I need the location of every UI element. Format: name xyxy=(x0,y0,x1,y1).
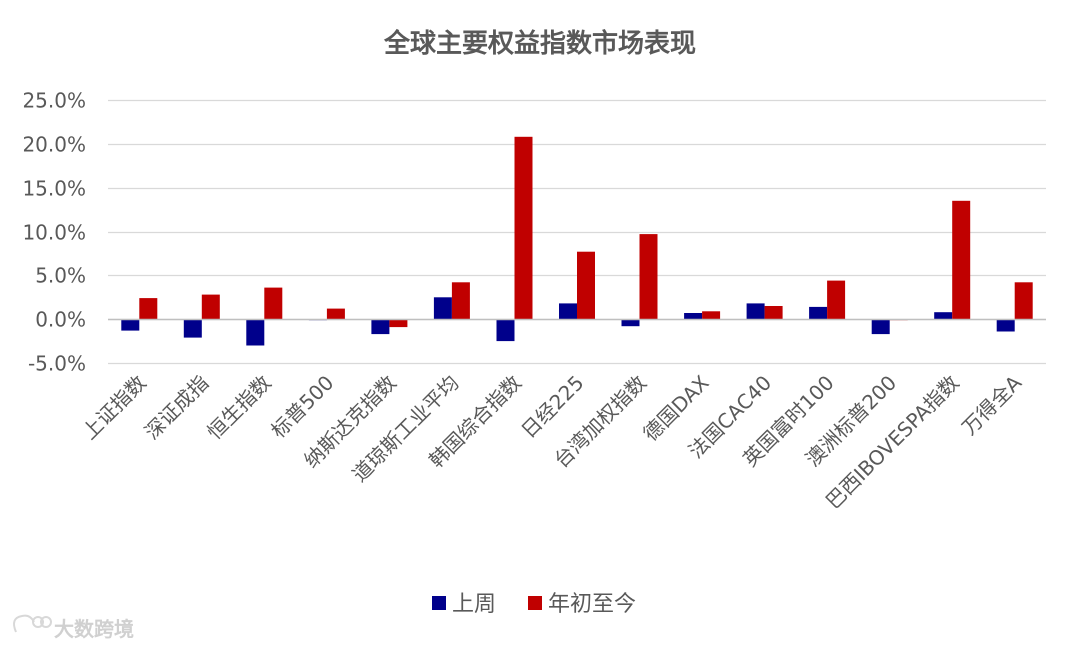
legend-swatch xyxy=(432,596,446,610)
x-tick-label: 上证指数 xyxy=(77,371,151,445)
bar-last-week xyxy=(934,312,953,320)
bar-last-week xyxy=(246,319,265,346)
y-tick-label: 15.0% xyxy=(22,177,86,201)
bar-last-week xyxy=(621,319,640,327)
bar-last-week xyxy=(433,297,452,320)
chart-title: 全球主要权益指数市场表现 xyxy=(383,28,696,59)
watermark-logo-icon xyxy=(13,614,52,633)
bar-last-week xyxy=(559,303,577,320)
bar-ytd xyxy=(827,280,846,320)
bar-ytd xyxy=(764,306,783,320)
x-tick-label: 深证成指 xyxy=(140,371,214,445)
y-tick-label: 20.0% xyxy=(22,133,86,157)
bar-ytd xyxy=(201,294,220,320)
bars xyxy=(121,136,1033,346)
x-tick-label: 恒生指数 xyxy=(202,371,276,445)
legend: 上周 年初至今 xyxy=(432,592,636,617)
legend-label: 年初至今 xyxy=(548,592,636,617)
bar-ytd xyxy=(389,319,408,328)
bar-ytd xyxy=(577,251,595,320)
bar-last-week xyxy=(121,319,140,331)
y-tick-label: 5.0% xyxy=(35,264,86,288)
bar-ytd xyxy=(514,136,533,320)
y-tick-label: 10.0% xyxy=(22,221,86,245)
watermark: 大数跨境 xyxy=(13,614,134,641)
watermark-text: 大数跨境 xyxy=(54,617,134,641)
bar-last-week xyxy=(996,319,1015,332)
bar-ytd xyxy=(264,287,283,320)
bar-last-week xyxy=(871,319,890,335)
x-axis: 上证指数深证成指恒生指数标普500纳斯达克指数道琼斯工业平均韩国综合指数日经22… xyxy=(77,318,1046,513)
bar-ytd xyxy=(139,298,158,320)
legend-label: 上周 xyxy=(452,592,496,617)
y-tick-label: 0.0% xyxy=(35,308,86,332)
y-tick-label: 25.0% xyxy=(22,89,86,113)
y-axis: -5.0% 0.0% 5.0% 10.0% 15.0% 20.0% 25.0% xyxy=(22,89,86,376)
bar-ytd xyxy=(326,308,345,320)
legend-swatch xyxy=(528,596,542,610)
bar-ytd xyxy=(639,234,658,320)
bar-ytd xyxy=(952,200,971,320)
x-tick-label: 道琼斯工业平均 xyxy=(347,371,463,487)
bar-ytd xyxy=(451,282,470,320)
bar-last-week xyxy=(496,319,515,342)
bar-last-week xyxy=(371,319,390,335)
bar-ytd xyxy=(702,311,721,320)
bar-last-week xyxy=(746,303,765,320)
bar-ytd xyxy=(1014,282,1033,320)
bar-last-week xyxy=(809,306,828,320)
x-tick-label: 万得全A xyxy=(957,370,1026,439)
bar-last-week xyxy=(183,319,202,338)
y-tick-label: -5.0% xyxy=(28,352,86,376)
bar-last-week xyxy=(684,313,703,320)
